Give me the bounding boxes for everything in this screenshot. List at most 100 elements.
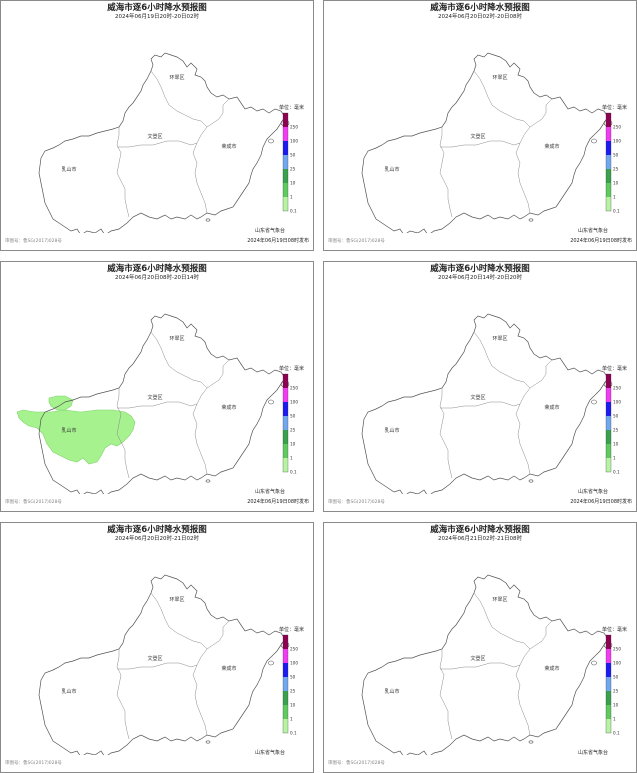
panel-subtitle: 2024年06月21日02时-21日08时 [438, 536, 522, 542]
legend-tick: 1 [613, 717, 616, 722]
issuer-label: 山东省气象台 [254, 489, 285, 495]
island [591, 399, 597, 405]
district-label: 乳山市 [61, 166, 76, 173]
legend-tick: 10 [290, 181, 296, 186]
district-border [515, 126, 531, 214]
legend-tick: 25 [613, 689, 619, 694]
map-approval-number: 审图号：鲁SG(2017)028号 [5, 761, 62, 766]
legend-swatch [606, 388, 611, 402]
coastline [361, 574, 609, 755]
district-label: 乳山市 [384, 166, 399, 173]
legend-tick: 0.1 [613, 209, 620, 214]
legend-swatch [283, 402, 288, 416]
legend-swatch [606, 127, 611, 141]
island [205, 740, 211, 744]
district-label: 文登区 [147, 655, 162, 662]
legend-title: 单位：毫米 [279, 366, 305, 372]
legend-title: 单位：毫米 [602, 105, 628, 111]
legend-swatch [283, 458, 288, 472]
district-border [206, 620, 230, 650]
legend-tick: 10 [613, 703, 619, 708]
legend-tick: 1 [613, 456, 616, 461]
issuer-label: 山东省气象台 [254, 228, 285, 234]
coastline [361, 313, 609, 494]
district-label: 荣成市 [544, 404, 559, 411]
legend-tick: 250 [290, 647, 298, 652]
district-label: 环翠区 [169, 336, 184, 342]
legend-tick: 0.1 [290, 731, 297, 736]
legend-title: 单位：毫米 [602, 366, 628, 372]
district-label: 乳山市 [61, 427, 76, 434]
legend-tick: 1 [290, 456, 293, 461]
panel-title: 威海市逐6小时降水预报图 [430, 525, 530, 535]
legend-tick: 100 [290, 661, 298, 666]
legend-tick: 25 [290, 689, 296, 694]
legend-tick: 10 [290, 703, 296, 708]
legend-tick: 250 [613, 386, 621, 391]
rain-area [16, 409, 136, 465]
forecast-panel: 威海市逐6小时降水预报图 2024年06月19日20时-20日02时 环翠区 文登区荣… [0, 0, 314, 251]
legend-tick: 250 [290, 125, 298, 130]
legend-tick: 100 [613, 400, 621, 405]
coastline [38, 52, 286, 233]
legend-swatch [606, 691, 611, 705]
legend-title: 单位：毫米 [279, 105, 305, 111]
district-label: 荣成市 [544, 665, 559, 672]
forecast-panel: 威海市逐6小时降水预报图 2024年06月20日14时-20日20时 环翠区 文登区荣… [323, 261, 637, 512]
legend-swatch [283, 183, 288, 197]
legend-swatch [606, 649, 611, 663]
district-label: 乳山市 [384, 427, 399, 434]
district-border [117, 662, 198, 670]
legend-swatch [606, 677, 611, 691]
island [591, 138, 597, 144]
legend-tick: 50 [290, 675, 296, 680]
issuer-label: 山东省气象台 [577, 489, 608, 495]
island [528, 740, 534, 744]
issued-time: 2024年06月19日08时发布 [247, 238, 309, 244]
panel-title: 威海市逐6小时降水预报图 [107, 264, 207, 274]
legend-tick: 100 [613, 139, 621, 144]
legend-swatch [606, 113, 611, 127]
district-border [206, 359, 230, 389]
district-border [192, 387, 208, 475]
panel-title: 威海市逐6小时降水预报图 [107, 3, 207, 13]
legend-swatch [283, 155, 288, 169]
legend-swatch [283, 388, 288, 402]
district-border [192, 648, 208, 736]
legend-title: 单位：毫米 [279, 627, 305, 633]
legend-swatch [283, 197, 288, 211]
issued-time: 2024年06月19日08时发布 [247, 499, 309, 505]
legend-tick: 0.1 [290, 470, 297, 475]
district-label: 环翠区 [492, 597, 507, 603]
issued-time: 2024年06月19日08时发布 [570, 238, 632, 244]
district-border [515, 648, 531, 736]
district-label: 文登区 [147, 394, 162, 401]
forecast-panel: 威海市逐6小时降水预报图 2024年06月20日08时-20日14时 环翠区 文登区荣… [0, 261, 314, 512]
district-border [515, 387, 531, 475]
district-label: 荣成市 [221, 404, 236, 411]
legend-swatch [606, 444, 611, 458]
map-approval-number: 审图号：鲁SG(2017)028号 [328, 500, 385, 505]
district-border [116, 388, 130, 479]
district-label: 环翠区 [169, 75, 184, 81]
district-border [440, 140, 521, 148]
legend-swatch [606, 374, 611, 388]
legend-swatch [606, 430, 611, 444]
legend-swatch [606, 197, 611, 211]
legend-swatch [283, 127, 288, 141]
district-label: 荣成市 [544, 143, 559, 150]
legend-swatch [283, 141, 288, 155]
district-border [439, 649, 453, 740]
island [205, 218, 211, 222]
legend-tick: 25 [290, 428, 296, 433]
legend-tick: 250 [613, 647, 621, 652]
island [528, 218, 534, 222]
precip-legend: 250 100 50 25 10 1 0.1 [282, 634, 298, 736]
legend-swatch [606, 402, 611, 416]
district-border [473, 331, 531, 389]
district-label: 文登区 [147, 133, 162, 140]
district-label: 文登区 [470, 133, 485, 140]
